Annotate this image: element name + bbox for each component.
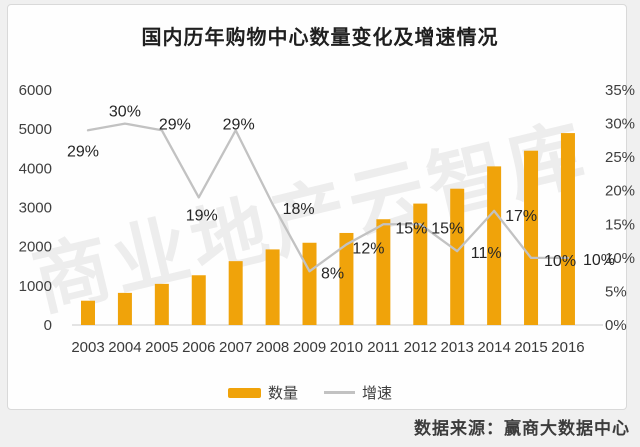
x-axis-year-label: 2004 [108, 339, 141, 356]
legend-label-growth: 增速 [362, 385, 393, 402]
right-axis-tick: 0% [605, 317, 627, 334]
quantity-bar [413, 203, 428, 325]
x-axis-year-label: 2011 [367, 339, 399, 356]
quantity-bar [117, 292, 132, 325]
chart-canvas: 0 1000 2000 3000 4000 5000 6000 0% 5% 10% 15% 20% 25… [19, 82, 635, 356]
growth-data-label: 30% [109, 104, 141, 121]
quantity-bar [487, 166, 502, 325]
growth-data-label: 17% [505, 208, 537, 225]
x-axis-year-label: 2005 [145, 339, 178, 356]
growth-data-label: 12% [352, 240, 384, 257]
x-axis-year-label: 2007 [219, 339, 252, 356]
right-axis-tick: 30% [605, 116, 635, 133]
growth-data-label: 29% [67, 143, 99, 160]
legend: 数量 增速 [0, 382, 620, 403]
quantity-bar [265, 249, 280, 325]
right-axis-tick: 20% [605, 183, 635, 200]
quantity-bar [154, 283, 169, 325]
quantity-bar [191, 275, 206, 325]
data-source: 数据来源：赢商大数据中心 [414, 419, 630, 438]
growth-data-label: 15% [431, 220, 463, 237]
growth-data-label: 10% [544, 253, 576, 270]
left-axis-tick: 4000 [19, 160, 52, 177]
growth-data-label: 29% [159, 116, 191, 133]
right-axis-tick: 35% [605, 82, 635, 99]
growth-data-label: 15% [395, 220, 427, 237]
left-axis-tick: 0 [44, 317, 52, 334]
right-axis-tick: 10% [605, 250, 635, 267]
legend-item-growth: 增速 [324, 382, 392, 403]
legend-item-quantity: 数量 [227, 382, 298, 403]
chart-title: 国内历年购物中心数量变化及增速情况 [141, 27, 499, 49]
right-axis-tick: 5% [605, 283, 627, 300]
growth-data-label: 29% [223, 116, 255, 133]
growth-data-label: 11% [471, 245, 502, 262]
x-axis-year-label: 2012 [404, 339, 437, 356]
left-axis-tick: 2000 [19, 239, 52, 256]
x-axis-year-label: 2009 [293, 339, 326, 356]
x-axis-year-label: 2006 [182, 339, 215, 356]
left-axis-tick: 5000 [19, 121, 52, 138]
left-axis-tick: 3000 [19, 200, 52, 217]
left-axis-tick: 1000 [19, 278, 52, 295]
quantity-bar-swatch [227, 387, 261, 398]
quantity-bar [339, 232, 354, 325]
legend-label-quantity: 数量 [267, 385, 298, 402]
growth-line [86, 122, 570, 273]
quantity-bar [228, 261, 243, 325]
x-axis-year-label: 2008 [256, 339, 289, 356]
quantity-bar [450, 188, 465, 325]
quantity-bar [524, 150, 539, 325]
growth-data-label: 18% [283, 201, 315, 218]
quantity-bar [81, 300, 95, 325]
growth-data-label: 10% [583, 252, 615, 269]
x-axis-year-label: 2016 [551, 339, 584, 356]
right-axis-tick: 25% [605, 149, 635, 166]
quantity-bar [376, 219, 391, 325]
quantity-bar [302, 242, 317, 325]
growth-data-label: 8% [321, 265, 344, 282]
x-axis-year-label: 2010 [330, 339, 363, 356]
growth-line-swatch [324, 391, 355, 394]
x-axis-year-label: 2013 [441, 339, 474, 356]
right-axis-tick: 15% [605, 216, 635, 233]
x-axis-year-label: 2003 [71, 339, 104, 356]
x-axis-year-label: 2014 [477, 339, 510, 356]
left-axis-tick: 6000 [19, 82, 52, 99]
chart-card [7, 4, 627, 410]
growth-data-label: 19% [186, 207, 218, 224]
x-axis-year-label: 2015 [514, 339, 547, 356]
quantity-bar [560, 133, 575, 325]
